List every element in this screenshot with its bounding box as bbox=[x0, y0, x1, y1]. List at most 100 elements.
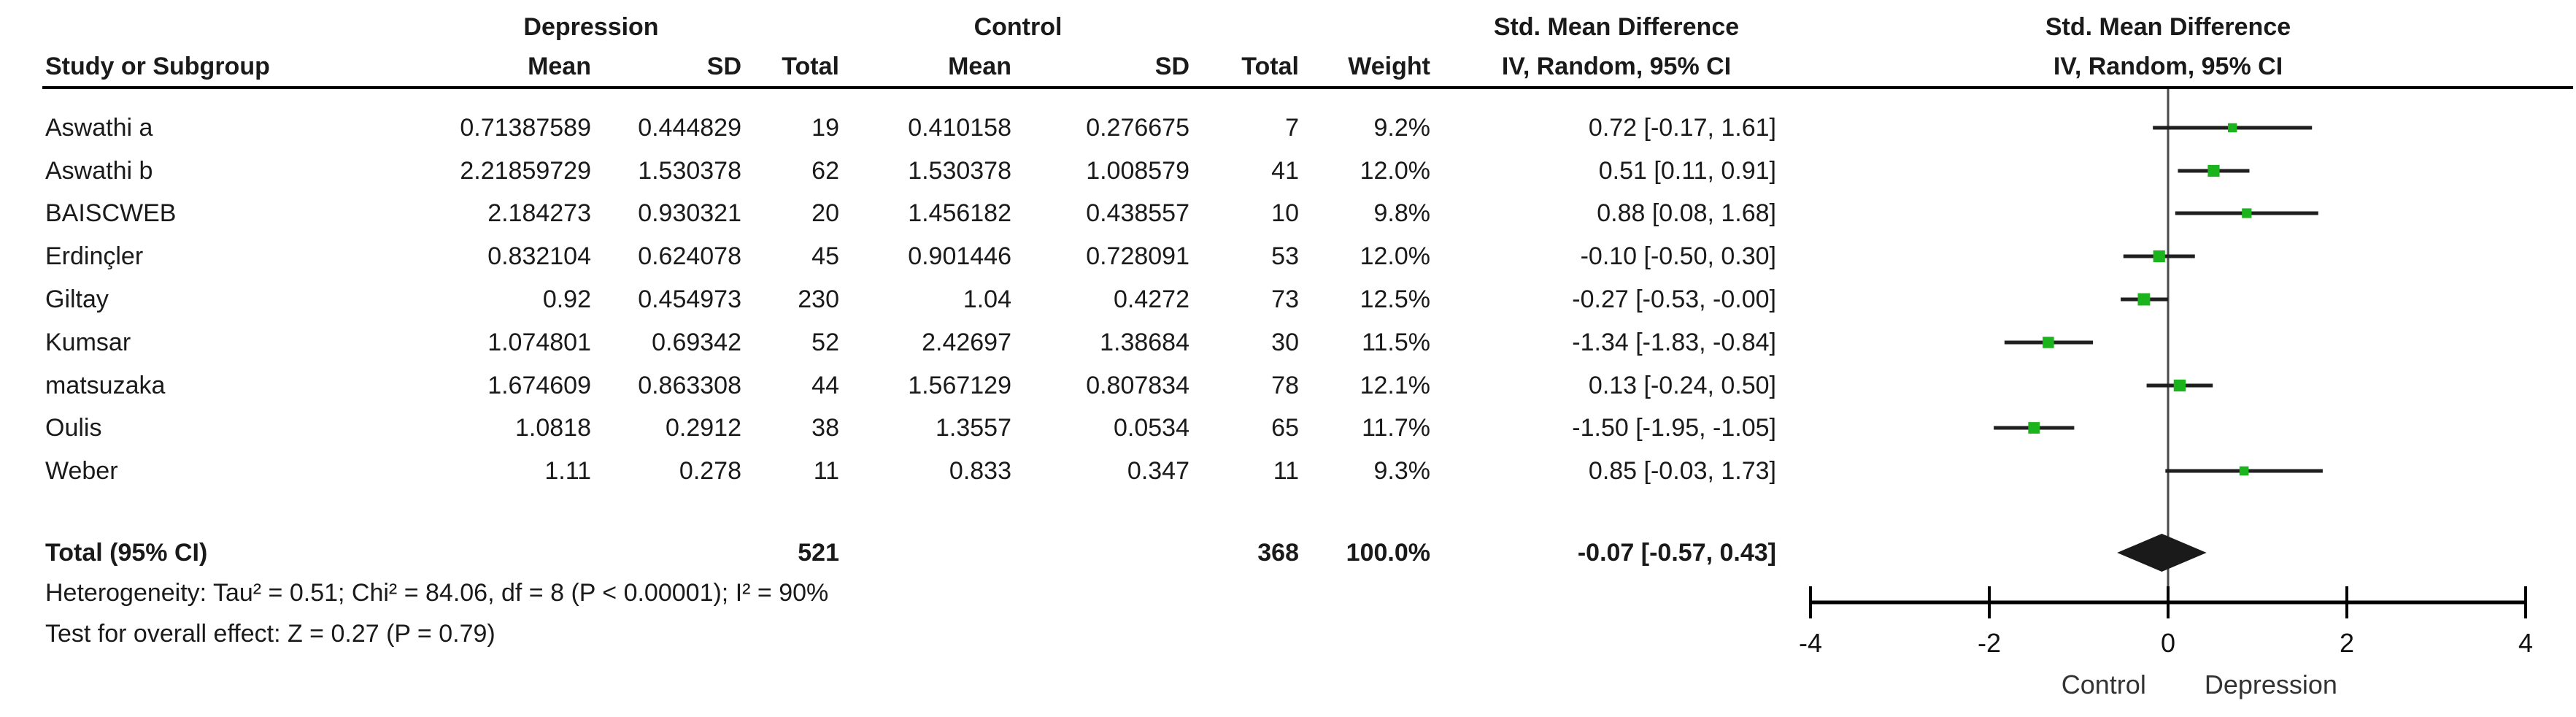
cell-weight: 12.0% bbox=[1360, 242, 1430, 270]
cell-total-depression: 44 bbox=[811, 372, 839, 399]
table-row: matsuzaka 1.674609 0.863308 44 1.567129 … bbox=[0, 370, 2576, 401]
header-smd-plot-title: Std. Mean Difference bbox=[2045, 13, 2291, 41]
cell-sd-depression: 0.624078 bbox=[638, 242, 741, 270]
cell-ci: -1.50 [-1.95, -1.05] bbox=[1572, 414, 1776, 442]
cell-total-depression: 11 bbox=[813, 457, 839, 485]
table-row: Aswathi a 0.71387589 0.444829 19 0.41015… bbox=[0, 112, 2576, 143]
total-label: Total (95% CI) bbox=[45, 539, 208, 567]
cell-mean-depression: 0.71387589 bbox=[460, 114, 591, 142]
cell-total-depression: 45 bbox=[811, 242, 839, 270]
cell-sd-control: 0.807834 bbox=[1086, 372, 1189, 399]
header-depression-group: Depression bbox=[523, 13, 659, 41]
cell-ci: 0.13 [-0.24, 0.50] bbox=[1588, 372, 1776, 399]
cell-weight: 12.5% bbox=[1360, 285, 1430, 313]
cell-sd-control: 0.347 bbox=[1127, 457, 1189, 485]
cell-mean-depression: 1.11 bbox=[544, 457, 591, 485]
cell-mean-control: 1.456182 bbox=[908, 199, 1011, 227]
table-row: Giltay 0.92 0.454973 230 1.04 0.4272 73 … bbox=[0, 284, 2576, 315]
cell-weight: 12.0% bbox=[1360, 157, 1430, 185]
cell-mean-control: 1.3557 bbox=[936, 414, 1011, 442]
cell-total-control: 65 bbox=[1271, 414, 1299, 442]
study-marker bbox=[2227, 123, 2237, 133]
cell-mean-control: 1.04 bbox=[963, 285, 1011, 313]
table-row: Aswathi b 2.21859729 1.530378 62 1.53037… bbox=[0, 156, 2576, 186]
cell-total-depression: 230 bbox=[798, 285, 839, 313]
col-header-mean-depression: Mean bbox=[528, 53, 591, 80]
cell-ci: 0.72 [-0.17, 1.61] bbox=[1588, 114, 1776, 142]
cell-mean-control: 0.410158 bbox=[908, 114, 1011, 142]
cell-study: Aswathi b bbox=[45, 157, 153, 185]
table-row: Oulis 1.0818 0.2912 38 1.3557 0.0534 65 … bbox=[0, 413, 2576, 443]
col-header-sd-control: SD bbox=[1154, 53, 1189, 80]
cell-sd-control: 0.728091 bbox=[1086, 242, 1189, 270]
cell-weight: 11.7% bbox=[1362, 414, 1430, 442]
cell-sd-control: 0.0534 bbox=[1114, 414, 1189, 442]
cell-ci: -0.27 [-0.53, -0.00] bbox=[1572, 285, 1776, 313]
cell-study: Weber bbox=[45, 457, 118, 485]
cell-total-control: 30 bbox=[1271, 329, 1299, 356]
cell-sd-control: 1.38684 bbox=[1100, 329, 1189, 356]
cell-sd-depression: 1.530378 bbox=[638, 157, 741, 185]
cell-ci: 0.85 [-0.03, 1.73] bbox=[1588, 457, 1776, 485]
cell-ci: -0.10 [-0.50, 0.30] bbox=[1580, 242, 1776, 270]
cell-total-control: 7 bbox=[1285, 114, 1299, 142]
cell-study: Aswathi a bbox=[45, 114, 153, 142]
header-smd-values-title: Std. Mean Difference bbox=[1493, 13, 1740, 41]
table-row: Weber 1.11 0.278 11 0.833 0.347 11 9.3% … bbox=[0, 456, 2576, 486]
cell-mean-control: 0.833 bbox=[949, 457, 1011, 485]
col-header-weight: Weight bbox=[1348, 53, 1430, 80]
study-marker bbox=[2239, 466, 2249, 476]
axis-tick-label: -4 bbox=[1799, 628, 1822, 658]
summary-diamond bbox=[2117, 534, 2207, 572]
cell-mean-depression: 0.832104 bbox=[487, 242, 591, 270]
cell-sd-depression: 0.278 bbox=[679, 457, 741, 485]
cell-weight: 9.3% bbox=[1373, 457, 1431, 485]
cell-study: Kumsar bbox=[45, 329, 131, 356]
cell-ci: 0.88 [0.08, 1.68] bbox=[1597, 199, 1776, 227]
cell-total-depression: 19 bbox=[811, 114, 839, 142]
total-weight: 100.0% bbox=[1346, 539, 1430, 567]
study-marker bbox=[2137, 293, 2151, 306]
cell-mean-control: 1.567129 bbox=[908, 372, 1011, 399]
cell-sd-depression: 0.444829 bbox=[638, 114, 741, 142]
col-header-total-depression: Total bbox=[782, 53, 839, 80]
cell-sd-control: 0.276675 bbox=[1086, 114, 1189, 142]
col-header-smd-plot-sub: IV, Random, 95% CI bbox=[2053, 53, 2283, 80]
cell-total-control: 73 bbox=[1271, 285, 1299, 313]
axis-tick-label: 4 bbox=[2518, 628, 2533, 658]
col-header-total-control: Total bbox=[1241, 53, 1299, 80]
cell-study: BAISCWEB bbox=[45, 199, 177, 227]
cell-ci: 0.51 [0.11, 0.91] bbox=[1598, 157, 1776, 185]
cell-sd-depression: 0.454973 bbox=[638, 285, 741, 313]
table-row: BAISCWEB 2.184273 0.930321 20 1.456182 0… bbox=[0, 198, 2576, 229]
total-n-control: 368 bbox=[1257, 539, 1299, 567]
cell-sd-control: 0.4272 bbox=[1114, 285, 1189, 313]
study-marker bbox=[2028, 422, 2040, 434]
study-marker bbox=[2153, 250, 2165, 263]
cell-total-control: 53 bbox=[1271, 242, 1299, 270]
cell-mean-depression: 1.674609 bbox=[487, 372, 591, 399]
cell-mean-control: 2.42697 bbox=[922, 329, 1011, 356]
cell-weight: 9.2% bbox=[1373, 114, 1431, 142]
cell-ci: -1.34 [-1.83, -0.84] bbox=[1572, 329, 1776, 356]
total-row: Total (95% CI) 521 368 100.0% -0.07 [-0.… bbox=[0, 537, 2576, 568]
header-control-group: Control bbox=[973, 13, 1063, 41]
cell-sd-depression: 0.863308 bbox=[638, 372, 741, 399]
study-marker bbox=[2043, 337, 2054, 348]
cell-sd-depression: 0.930321 bbox=[638, 199, 741, 227]
cell-study: Giltay bbox=[45, 285, 109, 313]
axis-label-control: Control bbox=[2062, 670, 2146, 699]
cell-mean-control: 0.901446 bbox=[908, 242, 1011, 270]
cell-total-control: 10 bbox=[1271, 199, 1299, 227]
study-marker bbox=[2207, 164, 2220, 177]
cell-sd-control: 0.438557 bbox=[1086, 199, 1189, 227]
cell-sd-depression: 0.69342 bbox=[652, 329, 741, 356]
cell-mean-depression: 2.184273 bbox=[487, 199, 591, 227]
cell-mean-depression: 1.074801 bbox=[487, 329, 591, 356]
table-row: Erdinçler 0.832104 0.624078 45 0.901446 … bbox=[0, 241, 2576, 272]
cell-study: matsuzaka bbox=[45, 372, 166, 399]
total-ci: -0.07 [-0.57, 0.43] bbox=[1577, 539, 1776, 567]
cell-total-depression: 20 bbox=[811, 199, 839, 227]
cell-sd-depression: 0.2912 bbox=[666, 414, 741, 442]
